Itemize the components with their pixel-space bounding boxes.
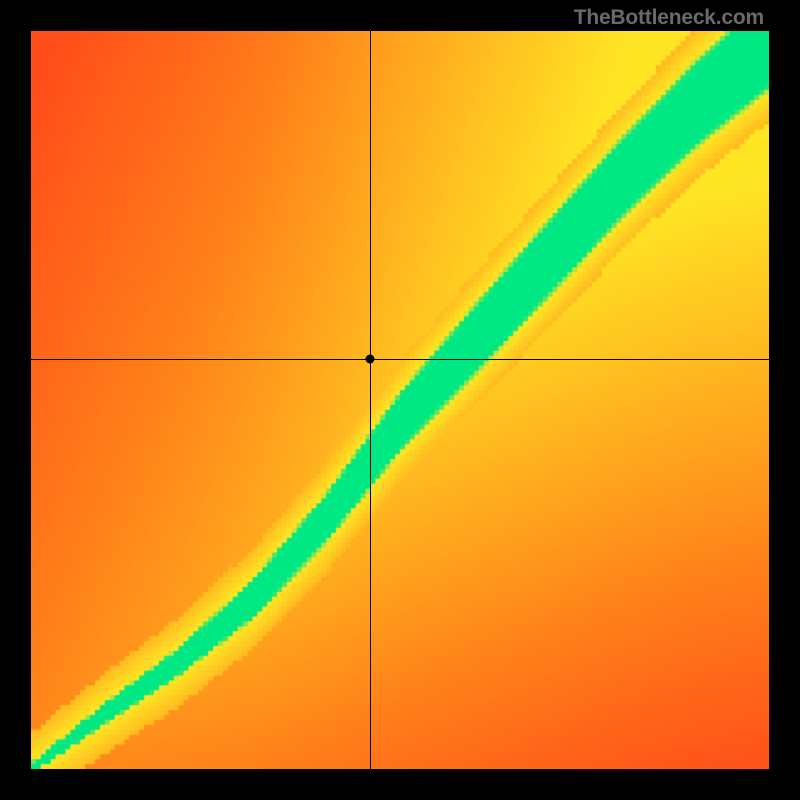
heatmap-canvas xyxy=(31,31,769,769)
crosshair-vertical xyxy=(370,31,371,769)
chart-container: TheBottleneck.com xyxy=(0,0,800,800)
chart-plot-area xyxy=(31,31,769,769)
crosshair-marker-dot xyxy=(366,355,375,364)
crosshair-horizontal xyxy=(31,359,769,360)
watermark-text: TheBottleneck.com xyxy=(574,6,764,30)
